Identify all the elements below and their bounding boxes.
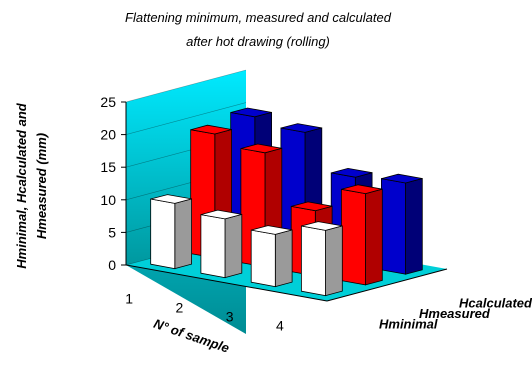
y-tick-label-4: 20 [100,127,116,143]
bar-top [301,221,343,231]
x-tick-label-1: 1 [125,291,133,307]
y-axis [121,101,127,266]
bar-front [340,188,366,286]
bar-top [190,124,232,135]
bar-hmeasured-4 [340,184,383,286]
y-tick-label-1: 5 [108,224,116,240]
series-label-hcalculated: Hcalculated [459,295,532,310]
series-label-hmeasured: Hmeasured [419,306,491,321]
series-label-hminimal: Hminimal [379,317,438,332]
bar-top [280,123,322,133]
bar-side [405,177,423,275]
x-tick-labels: 1 2 3 4 [125,291,284,334]
bars [150,107,423,297]
bar-hminimal-4 [300,221,343,297]
bar-hminimal-3 [250,225,293,288]
bar-top [150,194,192,204]
bar-top [331,167,373,178]
x-axis-line [125,264,328,302]
bar-side [224,213,243,279]
bar-front [150,198,176,270]
bar-side [274,229,293,288]
y-tick-label-3: 15 [100,159,116,175]
bar-front [200,214,226,279]
y-tick-labels: 0 5 10 15 20 25 [100,94,116,273]
x-tick-label-3: 3 [226,309,234,325]
bar-side [325,225,343,297]
bar-hminimal-2 [200,209,243,279]
x-tick-label-2: 2 [175,300,183,316]
bar-side [174,198,193,270]
bar-top [200,209,242,220]
y-axis-label-line1: Hminimal, Hcalculated and [14,102,29,268]
gridline-4 [125,102,247,135]
bar-front [300,225,326,297]
y-tick-label-0: 0 [108,257,116,273]
y-tick-label-2: 10 [100,192,116,208]
bar-top [240,143,282,154]
x-tick-label-4: 4 [276,318,284,334]
bar-front [380,178,406,275]
y-tick-label-5: 25 [100,94,116,110]
bar-top [381,173,423,184]
chart-title: Flattening minimum, measured and calcula… [125,10,392,25]
bar-top [341,184,383,195]
bar-hcalculated-4 [380,173,423,275]
bar-side [365,188,383,286]
chart-subtitle: after hot drawing (rolling) [186,34,330,49]
gridline-5 [125,69,247,103]
bar-top [291,201,333,212]
y-axis-label-line2: Hmeasured (mm) [34,133,49,239]
bar-hminimal-1 [150,194,193,270]
x-axis-label: N° of sample [152,316,231,356]
z-axis-line [326,268,448,302]
bar-front [250,229,276,288]
bar-top [230,107,272,118]
bar-top [251,225,293,235]
